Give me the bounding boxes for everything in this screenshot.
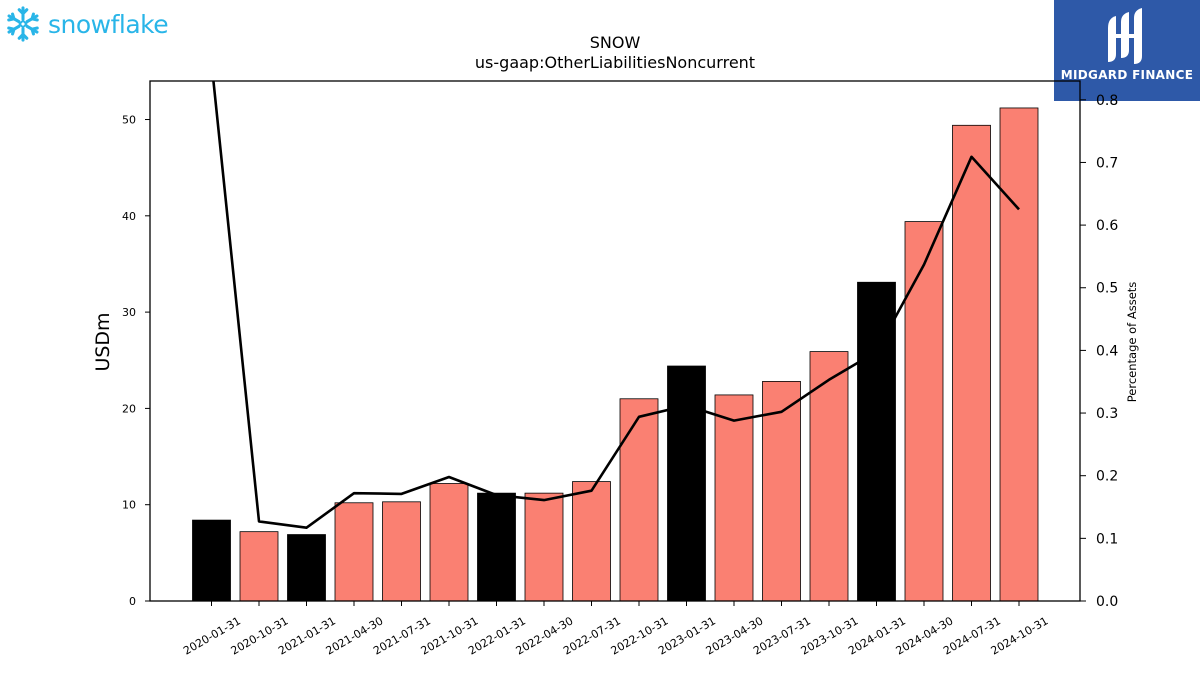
- right-tick-label: 0.0: [1096, 594, 1118, 610]
- left-tick-label: 40: [122, 210, 136, 223]
- chart-subtitle: us-gaap:OtherLiabilitiesNoncurrent: [475, 53, 755, 72]
- bar-2022-10-31: [619, 398, 659, 602]
- bar-2022-07-31: [572, 481, 611, 602]
- bar-2022-04-30: [524, 492, 564, 602]
- left-tick-label: 20: [122, 402, 136, 415]
- midgard-logo-text: MIDGARD FINANCE: [1060, 68, 1194, 82]
- right-tick-label: 0.3: [1096, 406, 1118, 422]
- chart-title: SNOW: [590, 33, 641, 52]
- bar-2021-01-31: [287, 534, 326, 602]
- left-tick-label: 30: [122, 306, 136, 319]
- bar-2023-04-30: [714, 394, 754, 602]
- left-tick-label: 10: [122, 499, 136, 512]
- right-tick-label: 0.5: [1096, 281, 1118, 297]
- bar-2024-04-30: [904, 221, 944, 602]
- bar-2024-10-31: [999, 107, 1039, 602]
- right-tick-label: 0.1: [1096, 531, 1118, 547]
- bar-2021-10-31: [429, 483, 469, 602]
- y2-axis-label: Percentage of Assets: [1125, 282, 1139, 403]
- snowflake-logo-text: snowflake: [48, 9, 169, 39]
- ratio-line: [212, 81, 1020, 529]
- bar-series: [192, 107, 1039, 602]
- right-tick-label: 0.8: [1096, 93, 1118, 109]
- bar-2021-04-30: [334, 502, 374, 602]
- bar-2020-10-31: [239, 531, 279, 602]
- left-tick-label: 0: [129, 595, 136, 608]
- y-axis-label: USDm: [92, 312, 114, 371]
- left-tick-label: 50: [122, 114, 136, 127]
- right-tick-label: 0.6: [1096, 218, 1118, 234]
- midgard-logo: MIDGARD FINANCE: [1054, 0, 1200, 101]
- snowflake-logo: snowflake: [4, 4, 174, 44]
- x-axis-ticks: 2020-01-312020-10-312021-01-312021-04-30…: [181, 601, 1051, 658]
- right-tick-label: 0.7: [1096, 155, 1118, 171]
- right-tick-label: 0.2: [1096, 469, 1118, 485]
- right-axis-ticks: 0.0 0.1 0.2 0.3 0.4 0.5 0.6 0.7 0.8: [1080, 93, 1118, 610]
- bar-2024-07-31: [952, 124, 991, 602]
- bar-2024-01-31: [857, 281, 896, 602]
- midgard-mark-icon: [1108, 8, 1142, 64]
- bar-2023-01-31: [667, 365, 706, 602]
- left-axis-ticks: 0 10 20 30 40 50: [122, 114, 150, 608]
- plot-frame: [149, 80, 1081, 602]
- snowflake-icon: [7, 6, 39, 42]
- bar-2022-01-31: [477, 492, 516, 602]
- bar-2023-10-31: [809, 351, 849, 602]
- right-tick-label: 0.4: [1096, 343, 1118, 359]
- bar-2020-01-31: [192, 519, 231, 602]
- bar-2021-07-31: [382, 501, 421, 602]
